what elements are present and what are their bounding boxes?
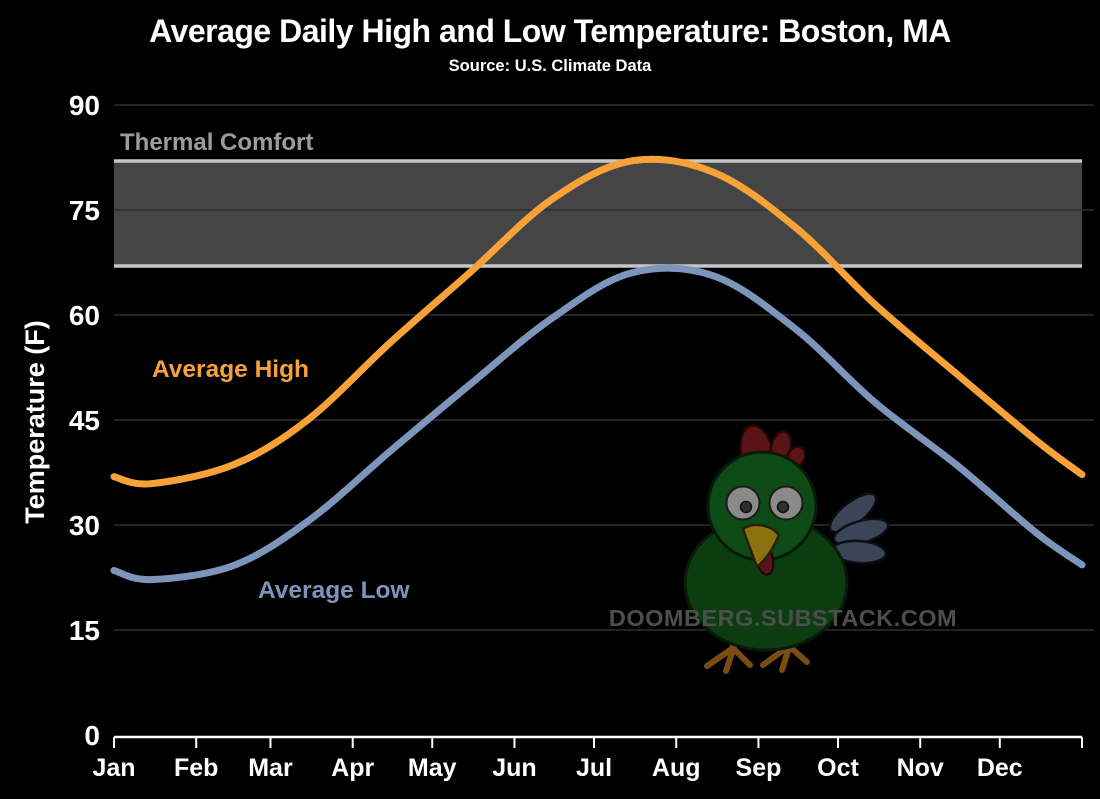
x-month-label: Aug (652, 754, 701, 782)
y-tick-label: 45 (69, 405, 100, 436)
x-month-label: Dec (977, 754, 1023, 782)
chart-subtitle: Source: U.S. Climate Data (448, 57, 652, 75)
thermal-comfort-band-fill (114, 161, 1082, 266)
x-axis (113, 735, 1083, 748)
chicken-pupil-right (776, 500, 790, 514)
gridlines (114, 104, 1094, 631)
x-month-label: Jan (92, 754, 135, 782)
chicken-pupil-left (739, 500, 753, 514)
x-month-label: Jun (492, 754, 536, 782)
average-high-line (110, 155, 1086, 488)
x-month-label: Feb (174, 754, 218, 782)
x-month-label: Nov (897, 754, 944, 782)
watermark-text: DOOMBERG.SUBSTACK.COM (609, 605, 957, 631)
doomberg-chicken-watermark (683, 424, 890, 674)
x-month-label: Mar (248, 754, 293, 782)
x-month-labels: Jan Feb Mar Apr May Jun Jul Aug Sep Oct Nov Dec (92, 754, 1022, 782)
chicken-beak (741, 523, 781, 570)
x-month-label: May (408, 754, 457, 782)
x-month-label: Oct (817, 754, 859, 782)
y-tick-label: 75 (69, 195, 100, 226)
average-low-line (110, 264, 1086, 584)
y-tick-label: 60 (69, 300, 100, 331)
thermal-comfort-band (114, 161, 1082, 266)
x-month-label: Jul (576, 754, 612, 782)
chicken-tail-feathers (828, 492, 890, 565)
average-low-label: Average Low (258, 577, 411, 604)
average-high-label: Average High (152, 356, 309, 383)
y-tick-label: 90 (69, 90, 100, 121)
thermal-comfort-band-edges (114, 159, 1082, 268)
x-month-label: Apr (331, 754, 374, 782)
y-tick-labels: 0 15 30 45 60 75 90 (69, 90, 100, 751)
y-axis-title: Temperature (F) (20, 320, 50, 524)
y-tick-label: 30 (69, 510, 100, 541)
x-month-label: Sep (736, 754, 782, 782)
y-tick-label: 15 (69, 615, 100, 646)
y-tick-label: 0 (84, 720, 100, 751)
thermal-comfort-label: Thermal Comfort (120, 129, 313, 156)
temperature-curves (110, 155, 1086, 584)
chart-title: Average Daily High and Low Temperature: … (149, 13, 951, 49)
